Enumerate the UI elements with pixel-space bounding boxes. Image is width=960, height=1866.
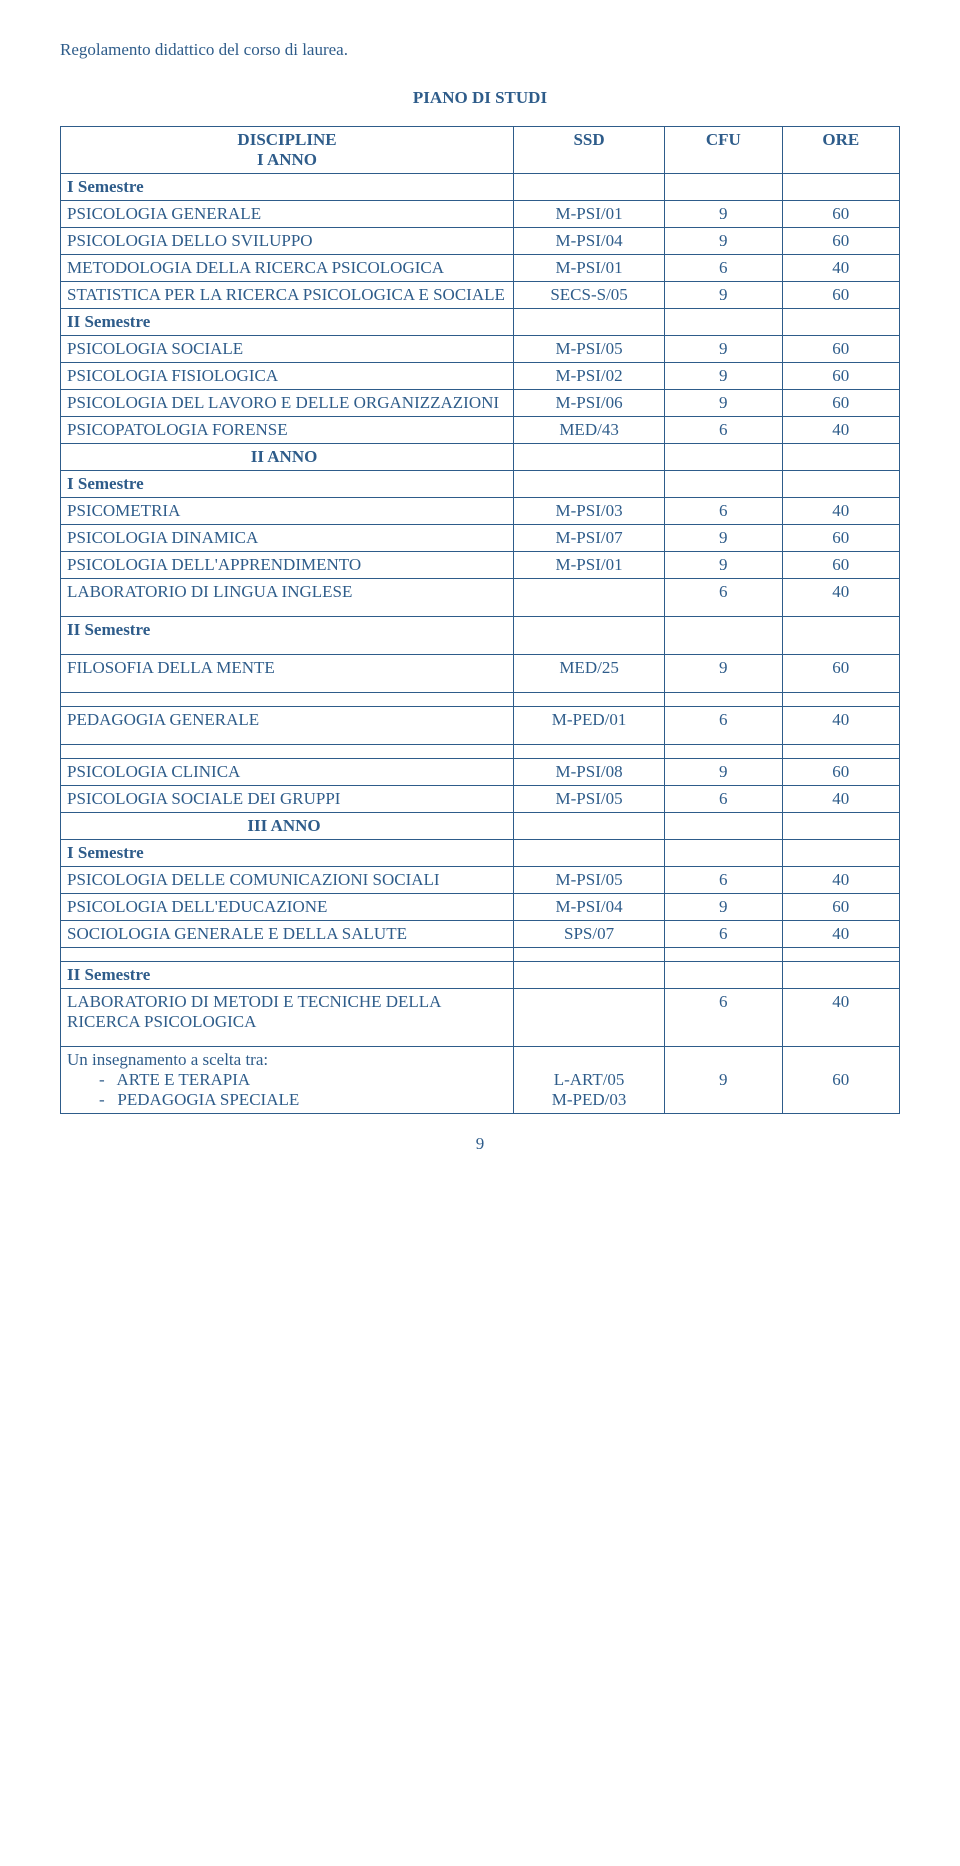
elective-ssd-2: M-PED/03 — [520, 1090, 658, 1110]
year-row: III ANNO — [61, 813, 900, 840]
elective-intro: Un insegnamento a scelta tra: — [67, 1050, 268, 1069]
course-name: STATISTICA PER LA RICERCA PSICOLOGICA E … — [61, 282, 514, 309]
course-row: SOCIOLOGIA GENERALE E DELLA SALUTE SPS/0… — [61, 921, 900, 948]
course-name: METODOLOGIA DELLA RICERCA PSICOLOGICA — [61, 255, 514, 282]
course-row: PEDAGOGIA GENERALE M-PED/01 6 40 — [61, 707, 900, 745]
course-name: PSICOLOGIA DELL'APPRENDIMENTO — [61, 552, 514, 579]
course-row: LABORATORIO DI METODI E TECNICHE DELLA R… — [61, 989, 900, 1047]
course-row: PSICOLOGIA SOCIALE DEI GRUPPI M-PSI/05 6… — [61, 786, 900, 813]
spacer-row — [61, 745, 900, 759]
semester-2-label: II Semestre — [61, 617, 514, 655]
col-header-ore: ORE — [782, 127, 899, 174]
discipline-header-text: DISCIPLINE — [67, 130, 507, 150]
col-header-ssd: SSD — [514, 127, 665, 174]
table-header-row: DISCIPLINE I ANNO SSD CFU ORE — [61, 127, 900, 174]
elective-cfu: 9 — [665, 1047, 782, 1114]
semester-1-label: I Semestre — [61, 174, 514, 201]
course-name: SOCIOLOGIA GENERALE E DELLA SALUTE — [61, 921, 514, 948]
course-name: PSICOLOGIA FISIOLOGICA — [61, 363, 514, 390]
elective-option-1: ARTE E TERAPIA — [67, 1070, 507, 1090]
year-row: II ANNO — [61, 444, 900, 471]
course-name: PSICOLOGIA SOCIALE DEI GRUPPI — [61, 786, 514, 813]
course-name: PSICOLOGIA DELLO SVILUPPO — [61, 228, 514, 255]
course-row: PSICOMETRIA M-PSI/03 6 40 — [61, 498, 900, 525]
course-name: PSICOLOGIA DELL'EDUCAZIONE — [61, 894, 514, 921]
course-name: FILOSOFIA DELLA MENTE — [61, 655, 514, 693]
elective-row: Un insegnamento a scelta tra: ARTE E TER… — [61, 1047, 900, 1114]
course-row: PSICOLOGIA DELLE COMUNICAZIONI SOCIALI M… — [61, 867, 900, 894]
course-name: PSICOPATOLOGIA FORENSE — [61, 417, 514, 444]
course-row: PSICOLOGIA FISIOLOGICA M-PSI/02 9 60 — [61, 363, 900, 390]
course-row: PSICOLOGIA DEL LAVORO E DELLE ORGANIZZAZ… — [61, 390, 900, 417]
semester-2-label: II Semestre — [61, 309, 514, 336]
semester-1-label: I Semestre — [61, 840, 514, 867]
spacer-row — [61, 693, 900, 707]
course-row: PSICOPATOLOGIA FORENSE MED/43 6 40 — [61, 417, 900, 444]
course-name: LABORATORIO DI METODI E TECNICHE DELLA R… — [61, 989, 514, 1047]
course-name: PSICOLOGIA CLINICA — [61, 759, 514, 786]
semester-2-label: II Semestre — [61, 962, 514, 989]
intro-text: Regolamento didattico del corso di laure… — [60, 40, 900, 60]
semester-row: II Semestre — [61, 309, 900, 336]
semester-row: II Semestre — [61, 617, 900, 655]
year-2-label: II ANNO — [61, 444, 514, 471]
year-3-label: III ANNO — [61, 813, 514, 840]
course-row: PSICOLOGIA DELL'APPRENDIMENTO M-PSI/01 9… — [61, 552, 900, 579]
semester-row: I Semestre — [61, 174, 900, 201]
course-name: PSICOLOGIA SOCIALE — [61, 336, 514, 363]
col-header-cfu: CFU — [665, 127, 782, 174]
spacer-row — [61, 948, 900, 962]
course-name: PSICOLOGIA DELLE COMUNICAZIONI SOCIALI — [61, 867, 514, 894]
course-row: PSICOLOGIA DELL'EDUCAZIONE M-PSI/04 9 60 — [61, 894, 900, 921]
course-name: PSICOLOGIA DEL LAVORO E DELLE ORGANIZZAZ… — [61, 390, 514, 417]
study-plan-table: DISCIPLINE I ANNO SSD CFU ORE I Semestre… — [60, 126, 900, 1114]
semester-1-label: I Semestre — [61, 471, 514, 498]
course-name: LABORATORIO DI LINGUA INGLESE — [61, 579, 514, 617]
course-row: FILOSOFIA DELLA MENTE MED/25 9 60 — [61, 655, 900, 693]
course-cfu: 9 — [665, 201, 782, 228]
semester-row: I Semestre — [61, 471, 900, 498]
page-number: 9 — [60, 1134, 900, 1154]
elective-ore: 60 — [782, 1047, 899, 1114]
elective-cell: Un insegnamento a scelta tra: ARTE E TER… — [61, 1047, 514, 1114]
course-name: PEDAGOGIA GENERALE — [61, 707, 514, 745]
course-row: STATISTICA PER LA RICERCA PSICOLOGICA E … — [61, 282, 900, 309]
semester-row: I Semestre — [61, 840, 900, 867]
piano-di-studi-heading: PIANO DI STUDI — [60, 88, 900, 108]
course-row: PSICOLOGIA DELLO SVILUPPO M-PSI/04 9 60 — [61, 228, 900, 255]
year-1-label: I ANNO — [67, 150, 507, 170]
col-header-discipline: DISCIPLINE I ANNO — [61, 127, 514, 174]
elective-ssd-cell: L-ART/05 M-PED/03 — [514, 1047, 665, 1114]
course-row: METODOLOGIA DELLA RICERCA PSICOLOGICA M-… — [61, 255, 900, 282]
course-name: PSICOLOGIA DINAMICA — [61, 525, 514, 552]
course-ssd: M-PSI/01 — [514, 201, 665, 228]
course-row: PSICOLOGIA GENERALE M-PSI/01 9 60 — [61, 201, 900, 228]
course-ore: 60 — [782, 201, 899, 228]
elective-ssd-1: L-ART/05 — [520, 1070, 658, 1090]
elective-option-2: PEDAGOGIA SPECIALE — [67, 1090, 507, 1110]
course-row: PSICOLOGIA CLINICA M-PSI/08 9 60 — [61, 759, 900, 786]
course-name: PSICOLOGIA GENERALE — [61, 201, 514, 228]
course-row: LABORATORIO DI LINGUA INGLESE 6 40 — [61, 579, 900, 617]
course-name: PSICOMETRIA — [61, 498, 514, 525]
course-row: PSICOLOGIA DINAMICA M-PSI/07 9 60 — [61, 525, 900, 552]
course-row: PSICOLOGIA SOCIALE M-PSI/05 9 60 — [61, 336, 900, 363]
semester-row: II Semestre — [61, 962, 900, 989]
